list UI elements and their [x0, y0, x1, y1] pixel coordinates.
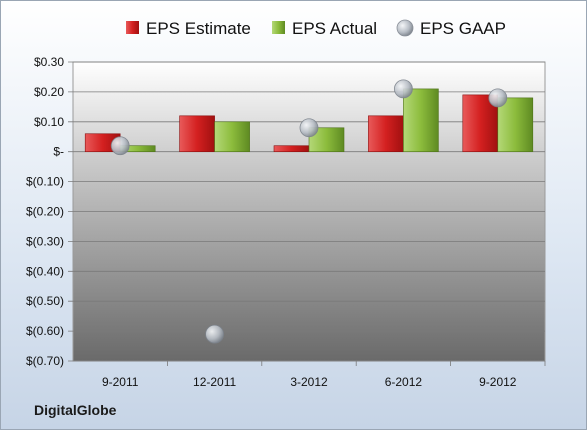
y-tick-label: $(0.70) [26, 354, 64, 368]
bar-eps-actual [308, 127, 345, 152]
bar-eps-actual [403, 88, 439, 153]
y-tick-label: $(0.60) [26, 324, 64, 338]
legend-swatch-estimate [126, 21, 139, 34]
y-tick-label: $0.30 [34, 55, 64, 69]
bar-eps-actual [497, 97, 534, 152]
legend-label-estimate: EPS Estimate [146, 19, 251, 38]
legend-label-actual: EPS Actual [292, 19, 377, 38]
company-name: DigitalGlobe [34, 402, 117, 418]
point-eps-gaap [299, 118, 319, 138]
x-tick-label: 9-2011 [102, 375, 139, 389]
point-eps-gaap [488, 88, 508, 108]
legend-label-gaap: EPS GAAP [420, 19, 506, 38]
x-tick-label: 9-2012 [479, 375, 517, 389]
legend-swatch-gaap [396, 19, 414, 37]
point-eps-gaap [110, 136, 130, 156]
y-tick-label: $- [53, 145, 64, 159]
bar-eps-estimate [273, 145, 310, 153]
point-eps-gaap [205, 324, 225, 344]
legend: EPS Estimate EPS Actual EPS GAAP [126, 19, 506, 38]
x-tick-label: 3-2012 [290, 375, 328, 389]
point-eps-gaap [393, 79, 413, 99]
y-tick-label: $0.10 [34, 115, 64, 129]
x-tick-label: 6-2012 [385, 375, 423, 389]
y-tick-label: $0.20 [34, 85, 64, 99]
y-tick-label: $(0.40) [26, 264, 64, 278]
y-tick-label: $(0.30) [26, 234, 64, 248]
plot-area: $0.30 $0.20 $0.10 $- $(0.10) $(0.20) $(0.30) $(… [26, 55, 546, 389]
y-tick-label: $(0.50) [26, 294, 64, 308]
y-tick-label: $(0.10) [26, 175, 64, 189]
y-tick-label: $(0.20) [26, 205, 64, 219]
bar-eps-estimate [179, 115, 215, 153]
legend-swatch-actual [272, 21, 285, 34]
bar-eps-estimate [368, 115, 404, 153]
x-tick-label: 12-2011 [193, 375, 236, 389]
bar-eps-actual [214, 121, 250, 153]
